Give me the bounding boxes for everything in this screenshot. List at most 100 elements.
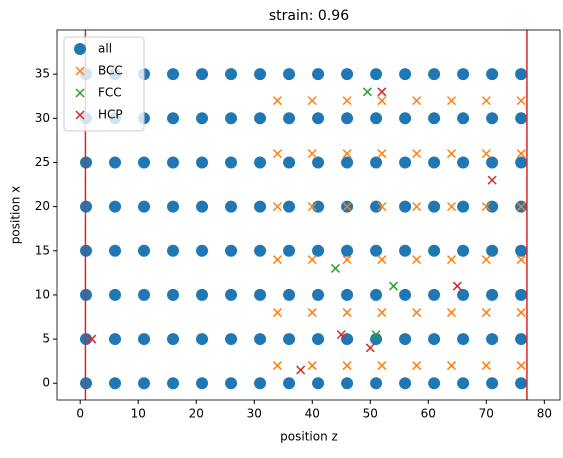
point [254, 200, 267, 213]
point [370, 288, 383, 301]
point [516, 255, 526, 265]
point [254, 112, 267, 125]
point [370, 377, 383, 390]
point [283, 68, 296, 81]
point [457, 377, 470, 390]
point [307, 149, 317, 159]
point [377, 149, 387, 159]
point [341, 244, 354, 257]
axes-frame [56, 29, 561, 401]
point [225, 377, 238, 390]
point [486, 333, 499, 346]
x-tick-label: 60 [421, 407, 436, 421]
point [516, 361, 526, 371]
legend-marker [75, 66, 85, 76]
point [272, 202, 282, 212]
y-tick-label: 0 [42, 376, 50, 390]
point [412, 202, 422, 212]
point [225, 200, 238, 213]
point [412, 308, 422, 318]
chart-title: strain: 0.96 [269, 8, 349, 24]
point [283, 200, 296, 213]
y-tick-label: 30 [35, 111, 50, 125]
point [377, 361, 387, 371]
point [225, 156, 238, 169]
point [307, 361, 317, 371]
point [138, 244, 151, 257]
point [515, 112, 528, 125]
point [109, 333, 122, 346]
point [272, 361, 282, 371]
legend-box [63, 36, 145, 132]
point [481, 96, 491, 106]
point [412, 96, 422, 106]
point [515, 333, 528, 346]
legend-marker [75, 110, 85, 120]
point [341, 377, 354, 390]
point [428, 377, 441, 390]
point [341, 156, 354, 169]
point [370, 156, 383, 169]
point [457, 288, 470, 301]
point [254, 333, 267, 346]
point [515, 68, 528, 81]
point [167, 156, 180, 169]
point [272, 96, 282, 106]
point [341, 68, 354, 81]
point [283, 112, 296, 125]
point [377, 255, 387, 265]
point [515, 156, 528, 169]
point [272, 255, 282, 265]
point [167, 112, 180, 125]
x-tick-label: 0 [76, 407, 84, 421]
point [312, 200, 325, 213]
point [342, 361, 352, 371]
y-tick-label: 35 [35, 67, 50, 81]
x-tick-label: 70 [479, 407, 494, 421]
point [167, 244, 180, 257]
point [370, 68, 383, 81]
point [225, 288, 238, 301]
point [457, 68, 470, 81]
point [307, 308, 317, 318]
legend-label: all [98, 42, 112, 56]
point [428, 244, 441, 257]
point [341, 333, 354, 346]
legend-label: FCC [98, 86, 122, 100]
x-tick-label: 10 [131, 407, 146, 421]
point [399, 200, 412, 213]
point [377, 308, 387, 318]
point [428, 288, 441, 301]
point [342, 255, 352, 265]
point [312, 377, 325, 390]
point [225, 244, 238, 257]
point [399, 68, 412, 81]
point [399, 377, 412, 390]
point [138, 200, 151, 213]
point [362, 87, 372, 97]
x-tick-label: 80 [537, 407, 552, 421]
point [516, 96, 526, 106]
x-tick-label: 50 [363, 407, 378, 421]
point [428, 200, 441, 213]
point [377, 202, 387, 212]
point [225, 68, 238, 81]
x-axis-label: position z [280, 430, 338, 444]
point [167, 200, 180, 213]
point [196, 244, 209, 257]
legend-marker [74, 43, 86, 55]
point [225, 333, 238, 346]
point [254, 156, 267, 169]
x-tick-label: 30 [247, 407, 262, 421]
point [341, 288, 354, 301]
point [138, 288, 151, 301]
point [446, 361, 457, 371]
point [399, 156, 412, 169]
point [377, 96, 387, 106]
point [399, 244, 412, 257]
point [167, 288, 180, 301]
point [167, 68, 180, 81]
point [138, 333, 151, 346]
point [428, 68, 441, 81]
